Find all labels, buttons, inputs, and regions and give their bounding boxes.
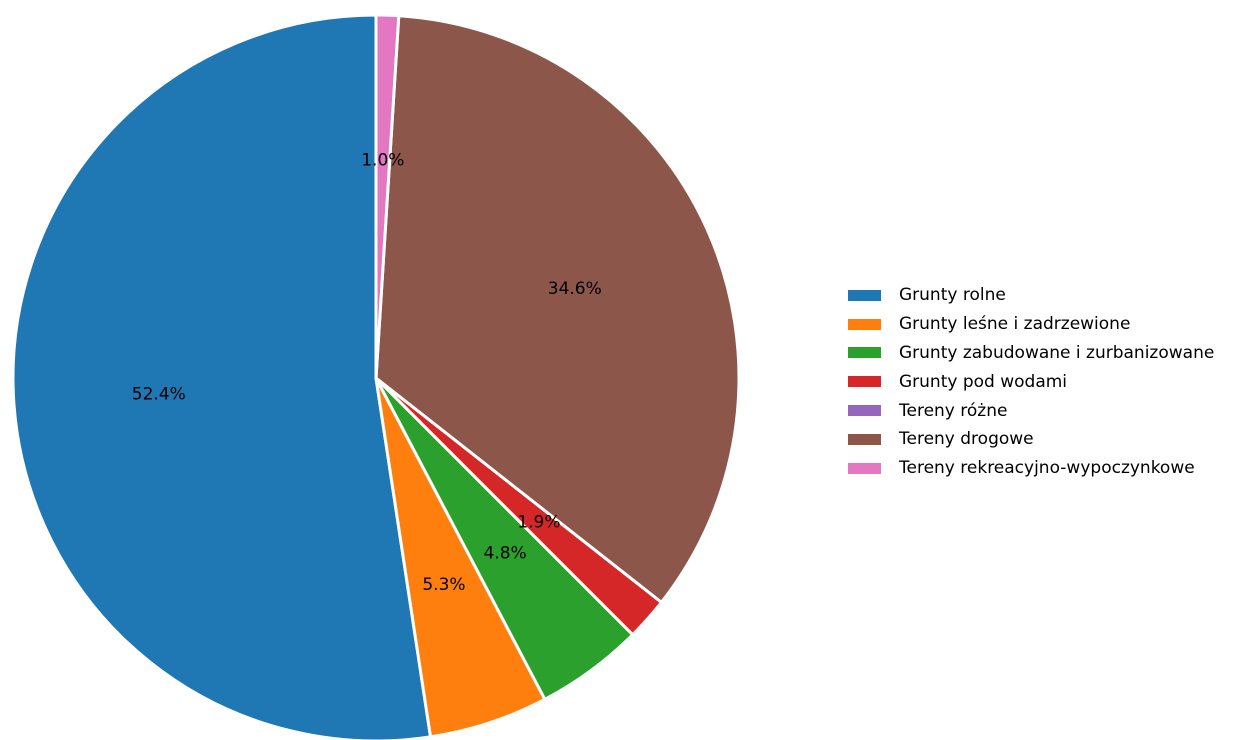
- legend-item-grunty-rolne: Grunty rolne: [848, 281, 1214, 310]
- slice-label-grunty-zabudowane-i-zurbanizowane: 4.8%: [484, 543, 527, 563]
- legend-label: Tereny różne: [899, 400, 1008, 421]
- legend-swatch: [848, 433, 881, 445]
- slice-label-tereny-drogowe: 34.6%: [548, 279, 602, 299]
- legend-label: Tereny drogowe: [899, 429, 1034, 450]
- slice-label-grunty-pod-wodami: 1.9%: [517, 513, 560, 533]
- legend-swatch: [848, 289, 881, 301]
- legend-item-tereny-rozne: Tereny różne: [848, 396, 1214, 425]
- legend-label: Grunty zabudowane i zurbanizowane: [899, 342, 1215, 363]
- legend-label: Tereny rekreacyjno-wypoczynkowe: [899, 458, 1195, 479]
- pie-slice-labels: 52.4% 5.3% 4.8% 1.9% 34.6% 1.0%: [132, 150, 602, 595]
- legend-swatch: [848, 376, 881, 388]
- legend-swatch: [848, 405, 881, 417]
- legend-label: Grunty leśne i zadrzewione: [899, 314, 1131, 335]
- legend-item-grunty-zabudowane-i-zurbanizowane: Grunty zabudowane i zurbanizowane: [848, 339, 1214, 368]
- legend-item-tereny-drogowe: Tereny drogowe: [848, 425, 1214, 454]
- legend-item-grunty-lesne-i-zadrzewione: Grunty leśne i zadrzewione: [848, 310, 1214, 339]
- pie-slice-tereny-rekreacyjno-wypoczynkowe: [374, 13, 401, 380]
- legend-item-tereny-rekreacyjno-wypoczynkowe: Tereny rekreacyjno-wypoczynkowe: [848, 454, 1214, 483]
- slice-label-grunty-lesne-i-zadrzewione: 5.3%: [422, 575, 465, 595]
- pie-slice-tereny-drogowe: [374, 14, 741, 604]
- legend-label: Grunty pod wodami: [899, 371, 1068, 392]
- chart-legend: Grunty rolne Grunty leśne i zadrzewione Gr…: [848, 281, 1214, 483]
- legend-swatch: [848, 347, 881, 359]
- legend-swatch: [848, 462, 881, 474]
- pie-slices: [11, 13, 741, 740]
- pie-slice-grunty-rolne: [11, 13, 433, 740]
- slice-label-tereny-rekreacyjno-wypoczynkowe: 1.0%: [361, 150, 404, 170]
- slice-label-grunty-rolne: 52.4%: [132, 384, 186, 404]
- legend-swatch: [848, 318, 881, 330]
- legend-item-grunty-pod-wodami: Grunty pod wodami: [848, 367, 1214, 396]
- legend-label: Grunty rolne: [899, 285, 1006, 306]
